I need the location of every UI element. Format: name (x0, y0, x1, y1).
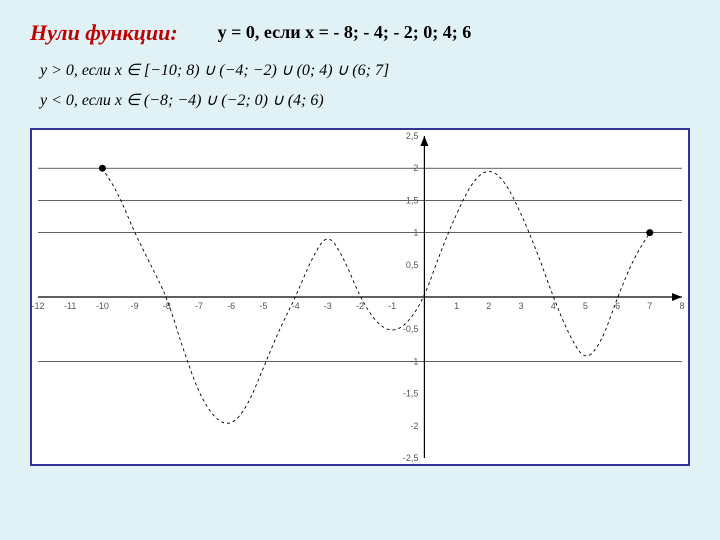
svg-text:-1: -1 (388, 301, 396, 311)
svg-text:3: 3 (518, 301, 523, 311)
svg-text:1,5: 1,5 (406, 195, 419, 205)
svg-text:6: 6 (615, 301, 620, 311)
zeros-statement: y = 0, если x = - 8; - 4; - 2; 0; 4; 6 (218, 22, 472, 43)
svg-text:1: 1 (454, 301, 459, 311)
svg-text:-8: -8 (163, 301, 171, 311)
svg-text:-10: -10 (96, 301, 109, 311)
svg-text:5: 5 (583, 301, 588, 311)
svg-text:7: 7 (647, 301, 652, 311)
svg-text:-2: -2 (356, 301, 364, 311)
svg-text:1: 1 (413, 228, 418, 238)
negative-condition: y < 0, если x ∈ (−8; −4) ∪ (−2; 0) ∪ (4;… (40, 90, 690, 110)
svg-text:0,5: 0,5 (406, 260, 419, 270)
svg-text:2,5: 2,5 (406, 131, 419, 141)
svg-text:-5: -5 (259, 301, 267, 311)
function-chart: -12-11-10-9-8-7-6-5-4-3-2-112345678-2,5-… (30, 128, 690, 466)
svg-text:-2: -2 (410, 421, 418, 431)
chart-svg: -12-11-10-9-8-7-6-5-4-3-2-112345678-2,5-… (32, 130, 688, 464)
svg-text:-11: -11 (64, 301, 76, 311)
svg-text:-12: -12 (32, 301, 45, 311)
svg-text:-6: -6 (227, 301, 235, 311)
page-title: Нули функции: (30, 20, 178, 46)
svg-text:-7: -7 (195, 301, 203, 311)
svg-text:-9: -9 (131, 301, 139, 311)
svg-text:-3: -3 (324, 301, 332, 311)
svg-text:-1: -1 (410, 356, 418, 366)
svg-text:2: 2 (413, 163, 418, 173)
svg-text:2: 2 (486, 301, 491, 311)
positive-condition: y > 0, если x ∈ [−10; 8) ∪ (−4; −2) ∪ (0… (40, 60, 690, 80)
svg-text:-0,5: -0,5 (403, 324, 419, 334)
svg-text:4: 4 (551, 301, 556, 311)
svg-text:-1,5: -1,5 (403, 389, 419, 399)
svg-text:-2,5: -2,5 (403, 453, 419, 463)
svg-text:8: 8 (679, 301, 684, 311)
